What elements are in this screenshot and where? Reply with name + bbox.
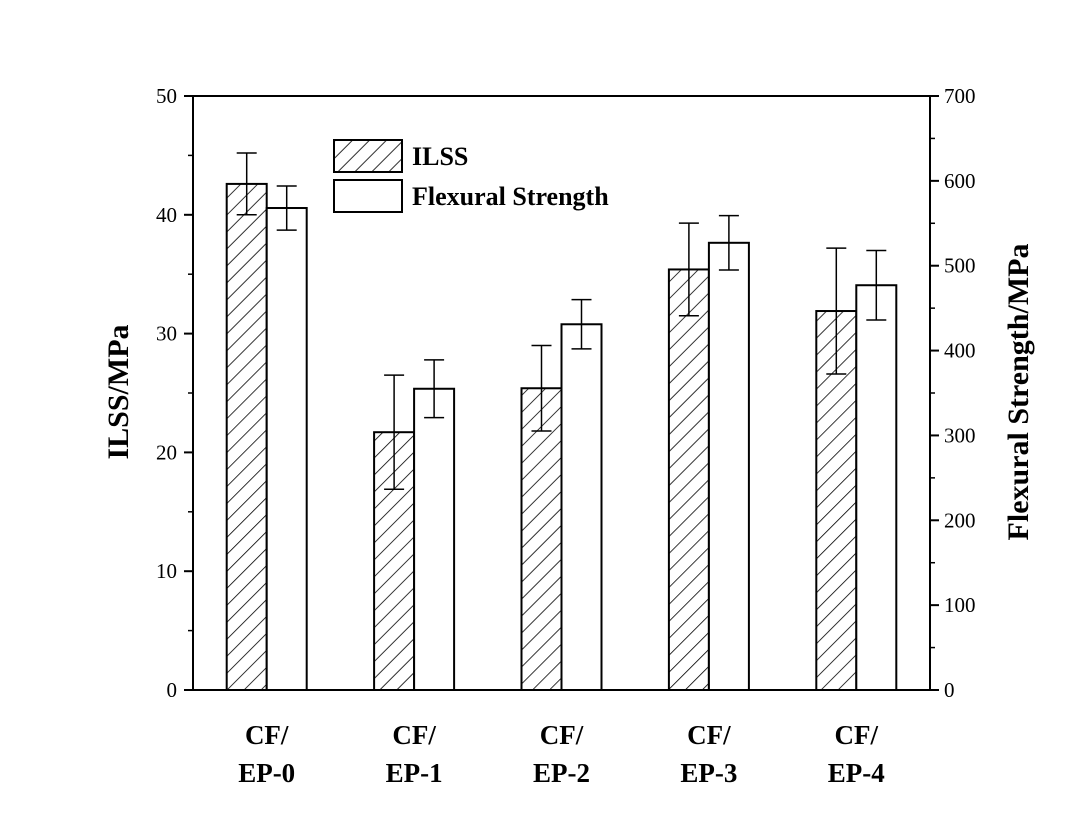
y-tick-label-right: 0	[944, 678, 955, 702]
legend-label-flexural-strength: Flexural Strength	[412, 182, 609, 211]
error-bar	[531, 344, 552, 432]
legend-label-ilss: ILSS	[412, 142, 468, 171]
y-tick-label-left: 40	[156, 203, 177, 227]
error-bar	[826, 247, 847, 375]
bar-ilss	[520, 387, 563, 691]
y-tick-label-right: 200	[944, 508, 976, 532]
x-category-label: EP-1	[386, 758, 443, 788]
y-tick-label-right: 100	[944, 593, 976, 617]
y-tick-label-left: 20	[156, 440, 177, 464]
x-category-label: CF/	[392, 720, 436, 750]
error-bar	[571, 298, 592, 350]
x-category-label: CF/	[687, 720, 731, 750]
y-tick-label-left: 0	[167, 678, 178, 702]
x-category-label: CF/	[540, 720, 584, 750]
bar-flexural-strength	[707, 241, 750, 691]
legend-swatch-flexural-strength	[333, 179, 403, 213]
y-tick-label-right: 500	[944, 254, 976, 278]
bars	[225, 152, 898, 692]
error-bar	[678, 222, 699, 317]
x-category-label: EP-4	[828, 758, 885, 788]
x-category-label: EP-3	[680, 758, 737, 788]
y-axis-title-right: Flexural Strength/MPa	[1002, 244, 1035, 541]
y-tick-label-right: 300	[944, 423, 976, 447]
error-bar	[866, 249, 887, 321]
bar-flexural-strength	[265, 207, 308, 692]
y-axis-title-left: ILSS/MPa	[102, 324, 135, 459]
x-category-label: EP-0	[238, 758, 295, 788]
axes: 010203040500100200300400500600700CF/EP-0…	[156, 84, 976, 788]
x-category-label: CF/	[835, 720, 879, 750]
y-tick-label-right: 600	[944, 169, 976, 193]
legend: ILSS Flexural Strength	[333, 139, 609, 213]
bar-ilss	[667, 268, 710, 691]
y-tick-label-right: 700	[944, 84, 976, 108]
legend-swatch-ilss	[333, 139, 403, 173]
error-bar	[384, 374, 405, 490]
bar-ilss	[225, 182, 268, 692]
x-category-label: EP-2	[533, 758, 590, 788]
y-tick-label-left: 50	[156, 84, 177, 108]
bar-flexural-strength	[560, 323, 603, 691]
y-tick-label-right: 400	[944, 339, 976, 363]
error-bar	[276, 185, 297, 231]
y-tick-label-left: 10	[156, 559, 177, 583]
error-bar	[236, 152, 257, 216]
error-bar	[718, 214, 739, 271]
error-bar	[424, 359, 445, 419]
y-tick-label-left: 30	[156, 322, 177, 346]
x-category-label: CF/	[245, 720, 289, 750]
bar-flexural-strength	[413, 387, 456, 691]
bar-flexural-strength	[855, 284, 898, 691]
